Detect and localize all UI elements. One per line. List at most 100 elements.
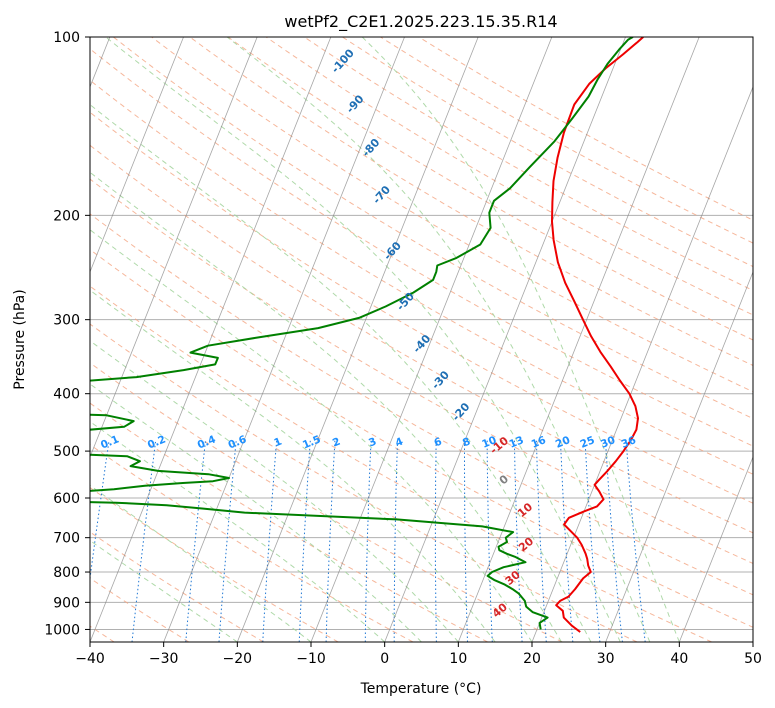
mixing-ratio-label: 25: [578, 434, 596, 451]
dry-adiabat: [90, 79, 753, 475]
y-axis-label: Pressure (hPa): [12, 289, 28, 389]
y-tick-label: 500: [53, 444, 80, 460]
chart-title: wetPf2_C2E1.2025.223.15.35.R14: [284, 12, 557, 32]
plot-background: [90, 37, 753, 642]
dry-adiabat: [380, 37, 753, 244]
isotherm: [531, 85, 753, 642]
dry-adiabat: [90, 531, 264, 642]
mixing-ratio-line: [464, 440, 468, 642]
x-axis-label: Temperature (°C): [360, 681, 482, 697]
dry-adiabat: [189, 37, 753, 367]
profile-lines: [90, 37, 644, 633]
mixing-ratio-line: [513, 440, 523, 642]
x-tick-label: 50: [744, 651, 762, 667]
mixing-ratio-line: [90, 440, 110, 583]
mixing-ratio-line: [298, 440, 311, 642]
mixing-ratio-line: [393, 440, 398, 642]
moist-adiabat: [90, 171, 562, 642]
x-tick-label: −40: [75, 651, 105, 667]
mixing-ratio-line: [560, 440, 574, 642]
isotherm: [605, 270, 753, 642]
plot-frame: [89, 36, 754, 643]
mixing-ratio-line: [584, 440, 601, 642]
mixing-ratio-line: [535, 440, 547, 642]
moist-adiabat: [226, 37, 651, 642]
moist-adiabat: [90, 420, 386, 642]
dry-adiabat: [90, 444, 414, 642]
y-tick-label: 300: [53, 313, 80, 329]
dewpoint-profile-line: [90, 37, 634, 630]
isotherm: [678, 455, 753, 642]
isotherm: [310, 37, 553, 642]
temperature-profile-line: [551, 37, 644, 633]
mixing-ratio-label: 10: [480, 434, 498, 451]
mixing-ratio-label: 16: [530, 434, 548, 451]
y-tick-label: 800: [53, 565, 80, 581]
moist-adiabat: [90, 289, 496, 642]
mixing-ratio-label: 1: [272, 436, 283, 450]
moist-adiabat: [361, 37, 680, 642]
isotherm: [163, 37, 405, 642]
moist-adiabat: [90, 383, 422, 642]
isotherm: [90, 37, 184, 273]
moist-adiabat: [90, 229, 533, 642]
mixing-ratio-line: [625, 440, 646, 642]
isotherm: [457, 37, 700, 642]
mixing-ratio-line: [486, 440, 493, 642]
mixing-ratio-label: 3: [367, 436, 378, 450]
y-tick-label: 600: [53, 491, 80, 507]
isotherm: [752, 640, 753, 642]
y-tick-label: 100: [53, 30, 80, 46]
dry-adiabat: [90, 362, 563, 642]
isotherm: [384, 37, 626, 642]
y-tick-label: 1000: [44, 622, 80, 638]
mixing-ratio-label: 2: [331, 436, 342, 450]
dry-adiabat: [90, 213, 753, 596]
mixing-ratio-line: [262, 440, 278, 642]
dry-adiabat: [227, 37, 753, 341]
moist-adiabat: [90, 340, 459, 642]
x-tick-label: 20: [523, 651, 541, 667]
moist-adiabat: [90, 104, 592, 642]
y-tick-label: 700: [53, 531, 80, 547]
moist-adiabat: [105, 37, 621, 642]
dry-adiabat: [90, 323, 638, 642]
dry-adiabat: [90, 178, 753, 565]
x-tick-label: 10: [449, 651, 467, 667]
mixing-ratio-line: [218, 440, 237, 642]
x-tick-label: −20: [223, 651, 253, 667]
background-lines: [90, 37, 753, 642]
mixing-ratio-label: 13: [508, 434, 526, 451]
x-axis: −40 −30 −20 −10 0 10 20 30 40 50: [75, 642, 762, 667]
y-tick-label: 200: [53, 208, 80, 224]
mixing-ratio-label: 36: [620, 434, 638, 451]
dry-adiabat: [90, 285, 712, 642]
x-tick-label: 30: [597, 651, 615, 667]
mixing-ratio-label: 8: [461, 436, 472, 450]
y-tick-label: 900: [53, 595, 80, 611]
y-tick-label: 400: [53, 387, 80, 403]
isotherm: [236, 37, 479, 642]
x-tick-label: 0: [380, 651, 389, 667]
isotherm: [90, 37, 332, 642]
mixing-ratio-label: 30: [599, 434, 617, 451]
isotherm: [90, 37, 258, 459]
isotherms: [90, 37, 753, 642]
moist-adiabats: [90, 37, 680, 642]
mixing-ratio-label: 4: [394, 436, 405, 450]
y-axis: 100 200 300 400 500 600 700 800 900 1000: [44, 30, 90, 638]
mixing-ratio-line: [605, 440, 623, 642]
x-tick-label: −30: [149, 651, 179, 667]
x-tick-label: 40: [670, 651, 688, 667]
dry-adiabat: [342, 37, 753, 268]
mixing-ratio-line: [434, 440, 437, 642]
mixing-ratio-line: [364, 440, 372, 642]
moist-adiabat: [90, 539, 238, 642]
pressure-gridlines: [90, 37, 753, 630]
mixing-ratio-label: 20: [554, 434, 572, 451]
dry-adiabat: [90, 48, 753, 447]
x-tick-label: −10: [296, 651, 326, 667]
mixing-ratio-line: [131, 440, 157, 642]
mixing-ratio-label: 6: [432, 436, 443, 450]
